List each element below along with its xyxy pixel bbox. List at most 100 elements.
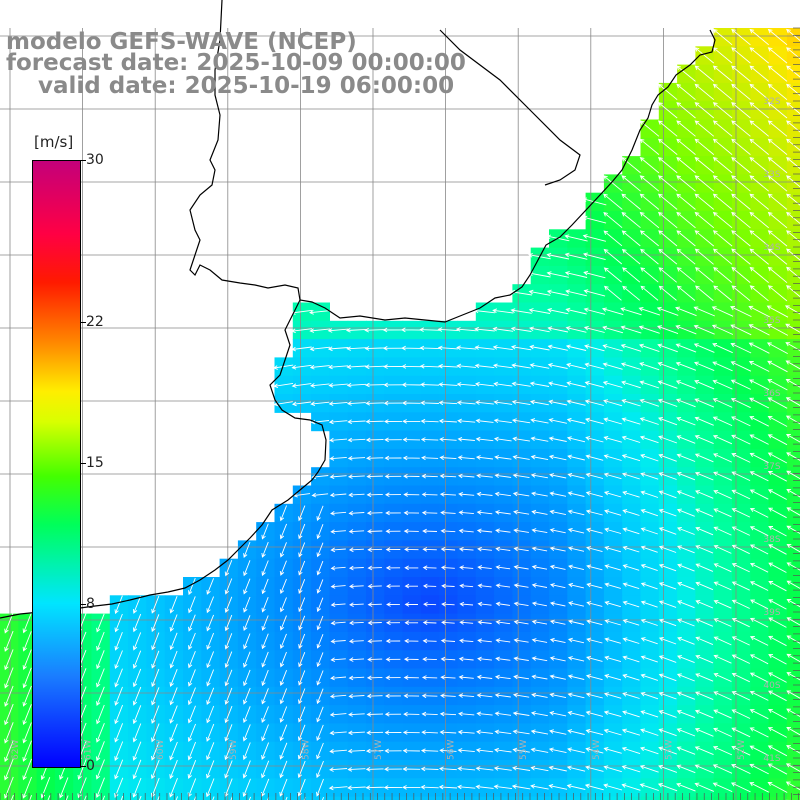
wind-arrow <box>603 193 623 210</box>
wind-arrow <box>658 691 677 700</box>
wind-arrow <box>316 560 324 576</box>
wind-arrow <box>169 759 178 780</box>
wind-arrow <box>694 746 714 756</box>
wind-arrow <box>731 175 751 192</box>
wind-arrow <box>749 672 769 683</box>
wind-arrow <box>548 381 568 388</box>
wind-arrow <box>585 747 604 754</box>
wind-arrow <box>694 230 715 247</box>
wind-arrow <box>421 492 438 497</box>
wind-arrow <box>676 764 696 774</box>
wind-arrow <box>421 675 438 680</box>
wind-arrow <box>602 325 624 334</box>
wind-arrow <box>530 729 549 735</box>
wind-arrow <box>365 437 384 443</box>
wind-arrow <box>512 711 530 716</box>
wind-arrow <box>206 705 215 724</box>
wind-arrow <box>330 565 346 571</box>
wind-arrow <box>549 583 566 589</box>
wind-arrow <box>95 723 105 743</box>
wind-arrow <box>528 289 551 296</box>
wind-arrow <box>349 620 364 626</box>
wind-arrow <box>206 578 215 595</box>
wind-arrow <box>421 473 438 479</box>
wind-arrow <box>403 492 420 497</box>
wind-arrow <box>749 617 769 628</box>
wind-arrow <box>585 710 604 717</box>
wind-arrow <box>528 308 551 314</box>
wind-arrow <box>404 583 419 589</box>
wind-arrow <box>767 193 788 210</box>
wind-arrow <box>279 706 288 723</box>
wind-arrow <box>298 688 306 705</box>
wind-arrow <box>438 363 458 369</box>
wind-arrow <box>348 693 365 699</box>
wind-arrow <box>420 784 439 790</box>
wind-arrow <box>495 656 511 662</box>
wind-arrow <box>695 600 714 609</box>
wind-arrow <box>4 630 14 652</box>
wind-arrow <box>675 380 696 390</box>
wind-arrow <box>513 564 529 570</box>
wind-arrow <box>586 546 603 553</box>
wind-arrow <box>622 545 640 553</box>
wind-arrow <box>549 692 567 699</box>
wind-arrow <box>785 378 800 388</box>
wind-arrow <box>495 565 511 570</box>
wind-arrow <box>4 649 14 671</box>
wind-arrow <box>330 675 347 681</box>
latitude-label: 41S <box>763 754 780 764</box>
wind-arrow <box>298 615 306 631</box>
wind-arrow <box>261 541 269 558</box>
colorbar-tick-mark <box>80 321 86 323</box>
wind-arrow <box>494 491 511 497</box>
wind-arrow <box>730 306 752 318</box>
wind-arrow <box>675 306 697 317</box>
wind-arrow <box>694 138 715 155</box>
wind-arrow <box>383 364 403 369</box>
wind-arrow <box>622 582 640 590</box>
wind-arrow <box>731 156 751 174</box>
wind-arrow <box>438 382 458 387</box>
wind-arrow <box>385 620 401 626</box>
wind-arrow <box>677 581 695 590</box>
wind-arrow <box>477 565 492 570</box>
wind-arrow <box>712 230 733 247</box>
wind-arrow <box>383 785 403 790</box>
wind-arrow <box>712 764 733 774</box>
wind-arrow <box>584 399 604 406</box>
wind-arrow <box>767 745 788 757</box>
wind-arrow <box>676 211 696 229</box>
wind-arrow <box>677 563 695 572</box>
wind-arrow <box>297 742 306 760</box>
wind-arrow <box>422 583 437 589</box>
wind-arrow <box>639 120 660 137</box>
colorbar-tick-label: 15 <box>86 455 104 471</box>
wind-arrow <box>656 306 679 316</box>
wind-arrow <box>346 382 367 388</box>
wind-arrow <box>583 307 606 315</box>
wind-arrow <box>384 492 402 497</box>
wind-arrow <box>420 382 440 387</box>
wind-arrow <box>279 778 288 797</box>
colorbar-tick-label: 8 <box>86 596 95 613</box>
wind-arrow <box>601 307 624 316</box>
wind-arrow <box>547 326 569 333</box>
wind-arrow <box>206 632 215 650</box>
wind-arrow <box>564 234 588 242</box>
wind-arrow <box>385 657 401 662</box>
wind-arrow <box>658 508 677 517</box>
wind-arrow <box>169 650 178 669</box>
wind-arrow <box>151 650 160 669</box>
wind-arrow <box>329 767 348 772</box>
wind-arrow <box>441 601 455 607</box>
wind-arrow <box>584 783 604 791</box>
wind-arrow <box>475 766 494 771</box>
wind-arrow <box>385 693 401 699</box>
colorbar-tick-label: 0 <box>86 758 95 774</box>
wind-arrow <box>586 582 603 589</box>
wind-arrow <box>459 620 474 625</box>
wind-arrow <box>474 363 495 369</box>
wind-arrow <box>346 401 366 406</box>
wind-arrow <box>621 230 641 247</box>
